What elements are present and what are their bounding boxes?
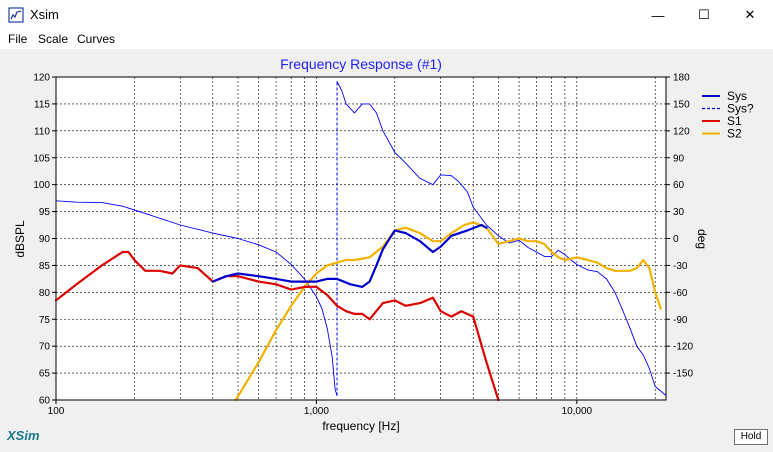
menu-scale[interactable]: Scale — [38, 32, 69, 46]
y2-tick-label: 60 — [673, 180, 685, 191]
y2-tick-label: -30 — [673, 261, 688, 272]
grid — [56, 77, 666, 400]
y2-axis-label: deg — [695, 229, 709, 249]
menu-file[interactable]: File — [8, 32, 28, 46]
chart-title: Frequency Response (#1) — [280, 56, 442, 72]
x-axis-label: frequency [Hz] — [322, 419, 399, 433]
y-tick-label: 75 — [39, 315, 51, 326]
menu-curves[interactable]: Curves — [77, 32, 116, 46]
y2-tick-label: 150 — [673, 99, 690, 110]
curve-s1 — [54, 250, 500, 402]
y2-tick-label: -120 — [673, 342, 693, 353]
curve-sys — [211, 223, 488, 288]
window-title: Xsim — [30, 7, 59, 22]
y-tick-label: 105 — [33, 153, 50, 164]
y-tick-label: 100 — [33, 180, 50, 191]
curve-sys-phase — [336, 81, 667, 396]
maximize-icon: ☐ — [698, 7, 710, 22]
hold-button[interactable]: Hold — [734, 429, 768, 445]
y-tick-label: 90 — [39, 234, 51, 245]
xsim-brand-label: XSim — [6, 428, 40, 443]
y2-tick-label: -150 — [673, 369, 693, 380]
x-tick-label: 1,000 — [304, 406, 329, 417]
y2-tick-label: -90 — [673, 315, 688, 326]
x-tick-label: 10,000 — [562, 406, 593, 417]
y-tick-label: 60 — [39, 396, 51, 407]
y-tick-label: 120 — [33, 73, 50, 84]
plot-frame — [55, 76, 667, 401]
y-axis-label: dBSPL — [13, 220, 27, 258]
minimize-icon: — — [651, 7, 665, 23]
menu-bar: File Scale Curves — [0, 30, 773, 49]
curve-sys-phase — [55, 200, 338, 396]
frequency-response-chart[interactable]: 60 65 70 75 80 85 90 95 100 105 110 115 120 180 150 120… — [0, 49, 773, 447]
legend-label-s2: S2 — [727, 127, 742, 141]
app-icon — [8, 7, 24, 23]
axes: 60 65 70 75 80 85 90 95 100 105 110 115 120 180 150 120… — [33, 73, 693, 418]
maximize-button[interactable]: ☐ — [681, 0, 727, 30]
y2-tick-label: -60 — [673, 288, 688, 299]
y-tick-label: 95 — [39, 207, 51, 218]
y-tick-label: 115 — [34, 99, 50, 110]
legend-label-s1: S1 — [727, 114, 742, 128]
y-tick-label: 65 — [39, 369, 51, 380]
curve-s2 — [234, 221, 662, 402]
y2-tick-label: 180 — [673, 73, 690, 84]
y2-tick-label: 0 — [673, 234, 679, 245]
y-tick-label: 85 — [39, 261, 51, 272]
y2-tick-label: 120 — [673, 126, 690, 137]
y-tick-label: 70 — [39, 342, 51, 353]
y2-tick-label: 90 — [673, 153, 685, 164]
curves — [54, 81, 667, 402]
title-bar: Xsim — ☐ ✕ — [0, 0, 773, 30]
close-icon: ✕ — [744, 7, 756, 22]
legend-label-sys-phase: Sys? — [727, 102, 754, 116]
y-tick-label: 80 — [39, 288, 51, 299]
x-tick-label: 100 — [48, 406, 65, 417]
legend-label-sys: Sys — [727, 89, 747, 103]
y-tick-label: 110 — [34, 126, 50, 137]
close-button[interactable]: ✕ — [727, 0, 773, 30]
minimize-button[interactable]: — — [635, 0, 681, 30]
y2-tick-label: 30 — [673, 207, 685, 218]
chart-area: 60 65 70 75 80 85 90 95 100 105 110 115 120 180 150 120… — [0, 49, 773, 447]
